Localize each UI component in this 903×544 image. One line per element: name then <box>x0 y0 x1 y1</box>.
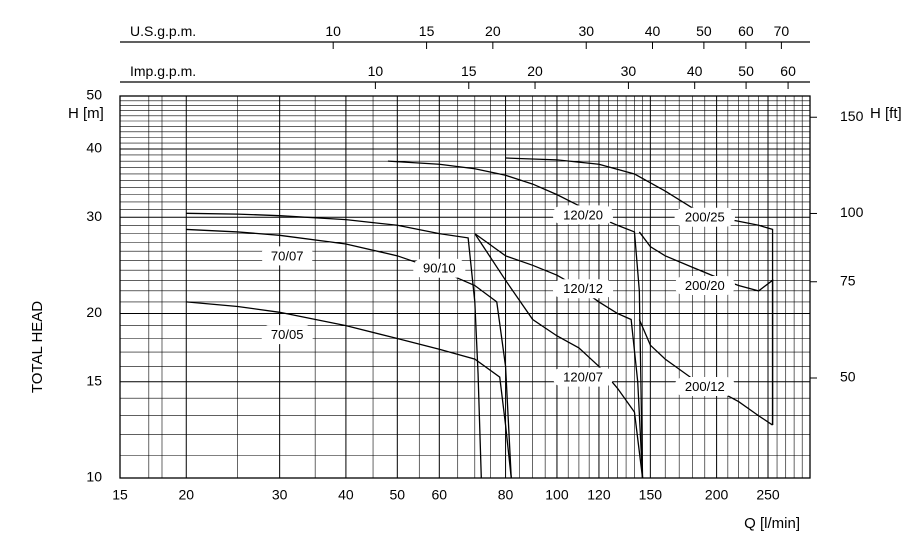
y-tick-label: 10 <box>86 469 102 485</box>
x-tick-label: 80 <box>498 487 514 503</box>
top-tick-label: 50 <box>696 23 712 39</box>
y-right-tick-label: 75 <box>840 272 856 288</box>
top-tick-label: 60 <box>780 63 796 79</box>
top-tick-label: 10 <box>325 23 341 39</box>
x-tick-label: 200 <box>705 487 729 503</box>
top-tick-label: 20 <box>485 23 501 39</box>
top-tick-label: 30 <box>578 23 594 39</box>
top-axis-label: U.S.g.p.m. <box>130 23 196 39</box>
top-axis-label: Imp.g.p.m. <box>130 63 196 79</box>
curve-200-20 <box>639 232 772 425</box>
x-tick-label: 20 <box>178 487 194 503</box>
top-tick-label: 10 <box>368 63 384 79</box>
y-right-tick-label: 100 <box>840 204 864 220</box>
curve-label: 200/20 <box>685 278 725 293</box>
curve-label: 70/05 <box>271 327 304 342</box>
top-tick-label: 50 <box>738 63 754 79</box>
curve-label: 200/12 <box>685 379 725 394</box>
chart-container: { "canvas": { "w": 903, "h": 544, "bg": … <box>0 0 903 544</box>
curve-90-10 <box>186 213 481 478</box>
y-tick-label: 50 <box>86 87 102 103</box>
x-tick-label: 100 <box>545 487 569 503</box>
curve-label: 90/10 <box>423 261 456 276</box>
curves-group <box>186 158 772 478</box>
x-tick-label: 60 <box>432 487 448 503</box>
top-tick-label: 15 <box>461 63 477 79</box>
x-tick-label: 30 <box>272 487 288 503</box>
y-tick-label: 40 <box>86 140 102 156</box>
top-tick-label: 40 <box>687 63 703 79</box>
y-left-title: TOTAL HEAD <box>29 301 46 393</box>
y-right-unit-label: H [ft] <box>870 105 902 122</box>
x-tick-label: 250 <box>756 487 780 503</box>
top-tick-label: 20 <box>527 63 543 79</box>
curve-label: 120/07 <box>563 370 603 385</box>
pump-curve-chart: 15 20 30 40 50 60 80 100 120 150 200 250 Q [l/min] 10… <box>0 0 903 544</box>
y-tick-label: 15 <box>86 372 102 388</box>
top-tick-label: 30 <box>621 63 637 79</box>
x-tick-label: 50 <box>390 487 406 503</box>
y-right-tick-label: 150 <box>840 108 864 124</box>
top-tick-label: 40 <box>645 23 661 39</box>
curve-label: 120/12 <box>563 281 603 296</box>
curve-label: 70/07 <box>271 248 304 263</box>
y-right-tick-label: 50 <box>840 369 856 385</box>
y-tick-label: 20 <box>86 304 102 320</box>
y-left-unit-label: H [m] <box>68 105 104 122</box>
x-tick-label: 15 <box>112 487 128 503</box>
x-axis-label: Q [l/min] <box>744 515 800 532</box>
x-tick-label: 120 <box>587 487 611 503</box>
x-tick-label: 150 <box>639 487 663 503</box>
top-tick-label: 60 <box>738 23 754 39</box>
top-tick-label: 15 <box>419 23 435 39</box>
curve-70-05 <box>186 302 511 478</box>
curve-label: 200/25 <box>685 210 725 225</box>
y-tick-label: 30 <box>86 208 102 224</box>
curve-labels <box>261 205 735 396</box>
top-tick-label: 70 <box>774 23 790 39</box>
x-tick-label: 40 <box>338 487 354 503</box>
curve-200-12 <box>639 319 772 425</box>
curve-label: 120/20 <box>563 207 603 222</box>
